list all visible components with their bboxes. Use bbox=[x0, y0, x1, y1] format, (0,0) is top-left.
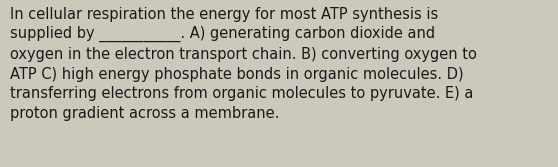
Text: In cellular respiration the energy for most ATP synthesis is
supplied by _______: In cellular respiration the energy for m… bbox=[10, 7, 477, 121]
